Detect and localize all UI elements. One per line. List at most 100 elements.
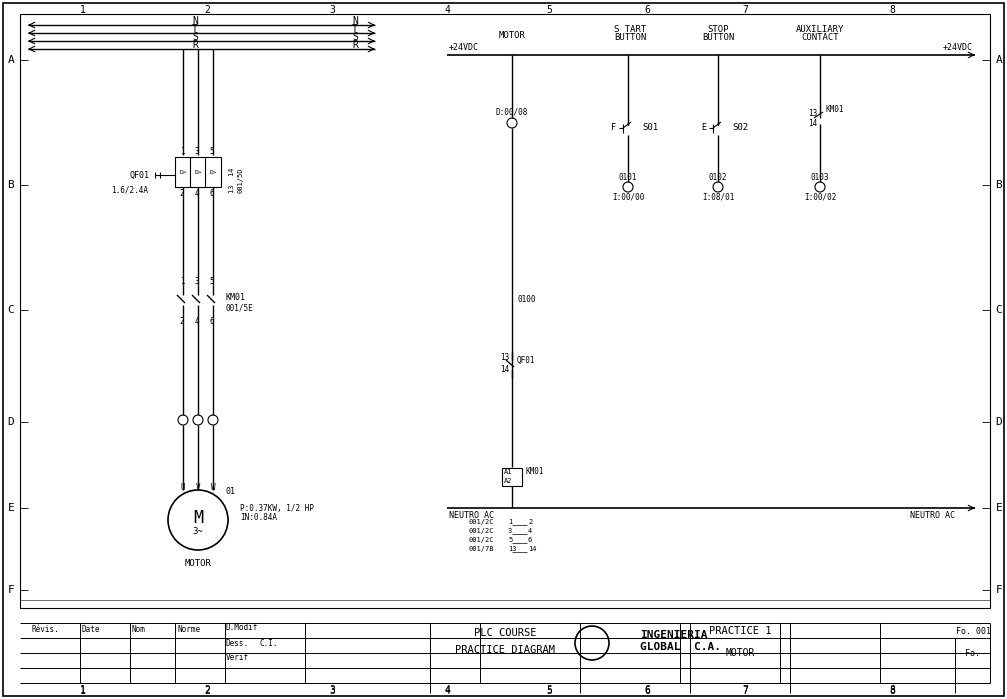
Text: PRACTICE 1: PRACTICE 1 xyxy=(709,626,771,636)
Text: 5: 5 xyxy=(209,278,214,287)
Text: D:00/08: D:00/08 xyxy=(495,108,529,117)
Text: I:08/01: I:08/01 xyxy=(702,192,734,201)
Text: 8: 8 xyxy=(889,685,895,695)
Text: 6: 6 xyxy=(644,686,650,696)
Text: 3: 3 xyxy=(194,147,199,157)
Circle shape xyxy=(193,415,203,425)
Text: 2: 2 xyxy=(204,5,210,15)
Text: 5: 5 xyxy=(508,537,513,543)
Circle shape xyxy=(713,182,723,192)
Text: 001/5D: 001/5D xyxy=(237,167,243,193)
Text: I:00/02: I:00/02 xyxy=(804,192,836,201)
Text: Fo. 001: Fo. 001 xyxy=(956,626,991,635)
Text: D: D xyxy=(8,417,14,427)
Text: QF01: QF01 xyxy=(517,356,536,364)
Text: 1: 1 xyxy=(179,147,184,157)
Circle shape xyxy=(507,118,517,128)
Text: PLC COURSE: PLC COURSE xyxy=(473,628,537,638)
Text: 3: 3 xyxy=(329,685,335,695)
Text: 001/7B: 001/7B xyxy=(468,546,494,552)
Text: 13: 13 xyxy=(499,354,509,363)
Text: E: E xyxy=(702,124,707,133)
Text: Révis.: Révis. xyxy=(32,626,59,635)
Text: E: E xyxy=(8,503,14,513)
Circle shape xyxy=(815,182,825,192)
Text: 5: 5 xyxy=(546,686,552,696)
Text: 4: 4 xyxy=(194,189,199,199)
Text: F: F xyxy=(8,585,14,595)
Text: U: U xyxy=(180,484,185,493)
Text: F: F xyxy=(611,124,616,133)
Text: 4: 4 xyxy=(444,686,450,696)
Circle shape xyxy=(208,415,218,425)
Text: 5: 5 xyxy=(546,685,552,695)
Text: 6: 6 xyxy=(209,189,214,199)
Text: A: A xyxy=(996,55,1002,65)
Text: 2: 2 xyxy=(204,686,210,696)
Text: 8: 8 xyxy=(889,686,895,696)
Text: 01: 01 xyxy=(225,487,235,496)
Circle shape xyxy=(623,182,633,192)
Text: Nom: Nom xyxy=(132,626,146,635)
Text: D.Modif: D.Modif xyxy=(226,624,259,633)
Text: 5: 5 xyxy=(546,5,552,15)
Text: 7: 7 xyxy=(742,5,748,15)
Text: S: S xyxy=(192,32,198,42)
Text: 1.6/2.4A: 1.6/2.4A xyxy=(111,185,148,194)
Text: 1: 1 xyxy=(80,5,86,15)
Text: 0103: 0103 xyxy=(811,173,829,182)
Text: 6: 6 xyxy=(209,317,214,326)
Text: 14: 14 xyxy=(808,120,817,129)
Text: 5: 5 xyxy=(209,147,214,157)
Text: T: T xyxy=(352,24,357,34)
Text: 4: 4 xyxy=(528,528,533,534)
Text: BUTTON: BUTTON xyxy=(614,34,646,43)
Text: KM01: KM01 xyxy=(825,106,844,115)
Text: B: B xyxy=(8,180,14,190)
Text: A: A xyxy=(8,55,14,65)
Text: INGENIERIA: INGENIERIA xyxy=(640,630,708,640)
Text: 2: 2 xyxy=(528,519,533,525)
Text: 3: 3 xyxy=(329,686,335,696)
Text: 001/5E: 001/5E xyxy=(225,303,253,312)
Text: S TART: S TART xyxy=(614,24,646,34)
Text: 14: 14 xyxy=(499,366,509,375)
Text: CONTACT: CONTACT xyxy=(802,34,839,43)
Text: 1: 1 xyxy=(80,686,86,696)
Text: NEUTRO AC: NEUTRO AC xyxy=(910,510,955,519)
Bar xyxy=(20,14,990,608)
Text: QF01: QF01 xyxy=(130,171,150,180)
Text: 6: 6 xyxy=(644,5,650,15)
Circle shape xyxy=(168,490,228,550)
Circle shape xyxy=(575,626,609,660)
Text: R: R xyxy=(192,40,198,50)
Text: E: E xyxy=(996,503,1002,513)
Text: 1: 1 xyxy=(80,685,86,695)
Text: 8: 8 xyxy=(889,5,895,15)
Bar xyxy=(205,157,221,187)
Text: D>: D> xyxy=(209,169,217,175)
Text: A2: A2 xyxy=(504,478,513,484)
Text: 13: 13 xyxy=(808,108,817,117)
Text: D>: D> xyxy=(179,169,186,175)
Text: T: T xyxy=(192,24,198,34)
Text: 4: 4 xyxy=(444,5,450,15)
Text: GLOBAL  C.A.: GLOBAL C.A. xyxy=(640,642,721,652)
Text: Fo.: Fo. xyxy=(966,649,981,658)
Text: 13  14: 13 14 xyxy=(229,167,235,193)
Text: Norme: Norme xyxy=(178,626,201,635)
Text: F: F xyxy=(996,585,1002,595)
Text: +24VDC: +24VDC xyxy=(943,43,973,52)
Text: 7: 7 xyxy=(742,686,748,696)
Text: 001/2C: 001/2C xyxy=(468,519,494,525)
Text: KM01: KM01 xyxy=(526,468,545,477)
Text: 4: 4 xyxy=(444,685,450,695)
Text: 14: 14 xyxy=(528,546,537,552)
Text: 6: 6 xyxy=(528,537,533,543)
Text: 7: 7 xyxy=(742,685,748,695)
Text: 1: 1 xyxy=(179,278,184,287)
Text: 13: 13 xyxy=(508,546,517,552)
Text: 4: 4 xyxy=(194,317,199,326)
Text: R: R xyxy=(352,40,357,50)
Text: 3: 3 xyxy=(329,5,335,15)
